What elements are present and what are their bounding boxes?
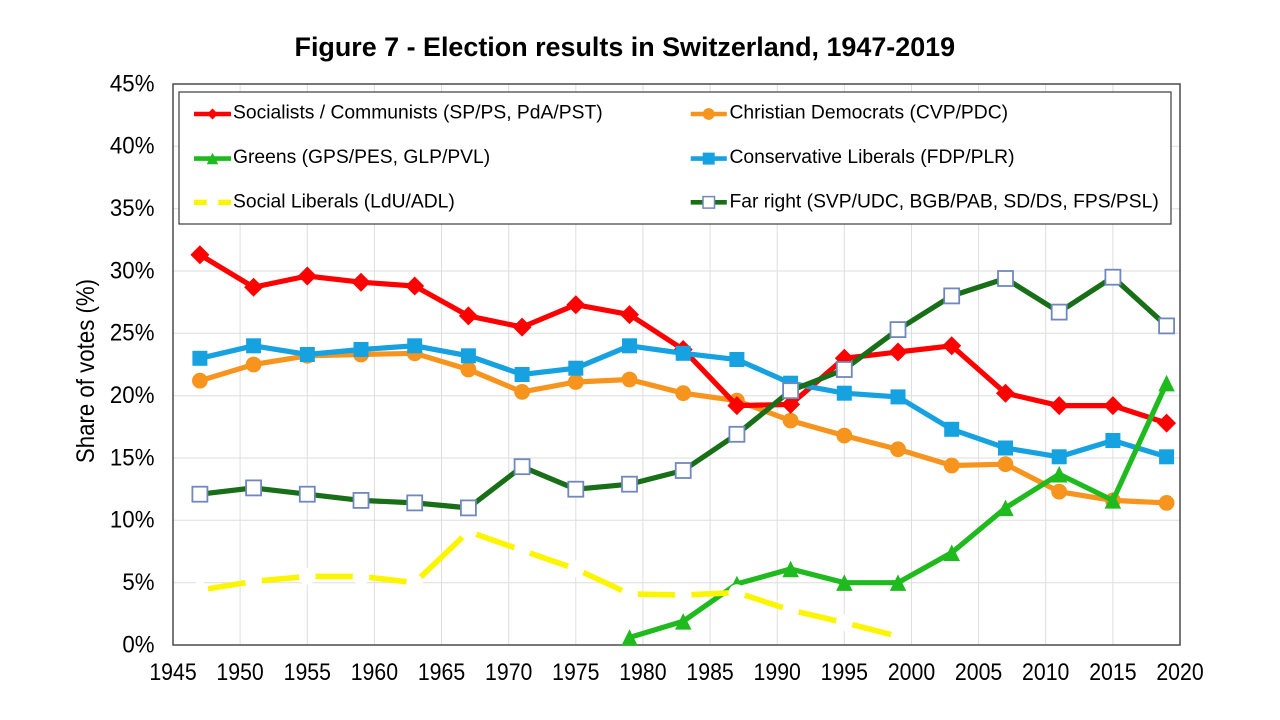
- svg-text:2015: 2015: [1089, 658, 1136, 686]
- svg-text:Social Liberals (LdU/ADL): Social Liberals (LdU/ADL): [233, 191, 455, 212]
- svg-text:2010: 2010: [1022, 658, 1069, 686]
- svg-text:Christian Democrats (CVP/PDC): Christian Democrats (CVP/PDC): [730, 103, 1009, 124]
- svg-text:10%: 10%: [110, 506, 155, 533]
- svg-text:Far right (SVP/UDC, BGB/PAB, S: Far right (SVP/UDC, BGB/PAB, SD/DS, FPS/…: [730, 191, 1159, 212]
- svg-text:25%: 25%: [110, 319, 155, 346]
- svg-text:1955: 1955: [284, 658, 331, 686]
- svg-text:1975: 1975: [552, 658, 599, 686]
- svg-text:45%: 45%: [110, 69, 155, 96]
- svg-text:2000: 2000: [888, 658, 935, 686]
- svg-text:Conservative Liberals (FDP/PLR: Conservative Liberals (FDP/PLR): [730, 147, 1015, 168]
- svg-text:30%: 30%: [110, 256, 155, 283]
- svg-text:15%: 15%: [110, 443, 155, 470]
- svg-text:2020: 2020: [1156, 658, 1203, 686]
- svg-text:Socialists / Communists (SP/PS: Socialists / Communists (SP/PS, PdA/PST): [233, 103, 603, 124]
- svg-text:1965: 1965: [418, 658, 465, 686]
- svg-text:1980: 1980: [619, 658, 666, 686]
- svg-text:Figure 7 - Election results in: Figure 7 - Election results in Switzerla…: [295, 32, 956, 62]
- svg-text:1945: 1945: [149, 658, 196, 686]
- svg-text:0%: 0%: [122, 630, 154, 657]
- svg-text:20%: 20%: [110, 381, 155, 408]
- svg-text:1995: 1995: [821, 658, 868, 686]
- svg-text:1950: 1950: [216, 658, 263, 686]
- svg-text:Greens (GPS/PES, GLP/PVL): Greens (GPS/PES, GLP/PVL): [233, 147, 490, 168]
- svg-text:2005: 2005: [955, 658, 1002, 686]
- svg-text:1990: 1990: [754, 658, 801, 686]
- svg-text:5%: 5%: [122, 568, 154, 595]
- svg-text:1960: 1960: [351, 658, 398, 686]
- svg-text:Share of votes (%): Share of votes (%): [73, 279, 100, 463]
- svg-text:40%: 40%: [110, 132, 155, 159]
- svg-text:1985: 1985: [686, 658, 733, 686]
- svg-text:1970: 1970: [485, 658, 532, 686]
- svg-text:35%: 35%: [110, 194, 155, 221]
